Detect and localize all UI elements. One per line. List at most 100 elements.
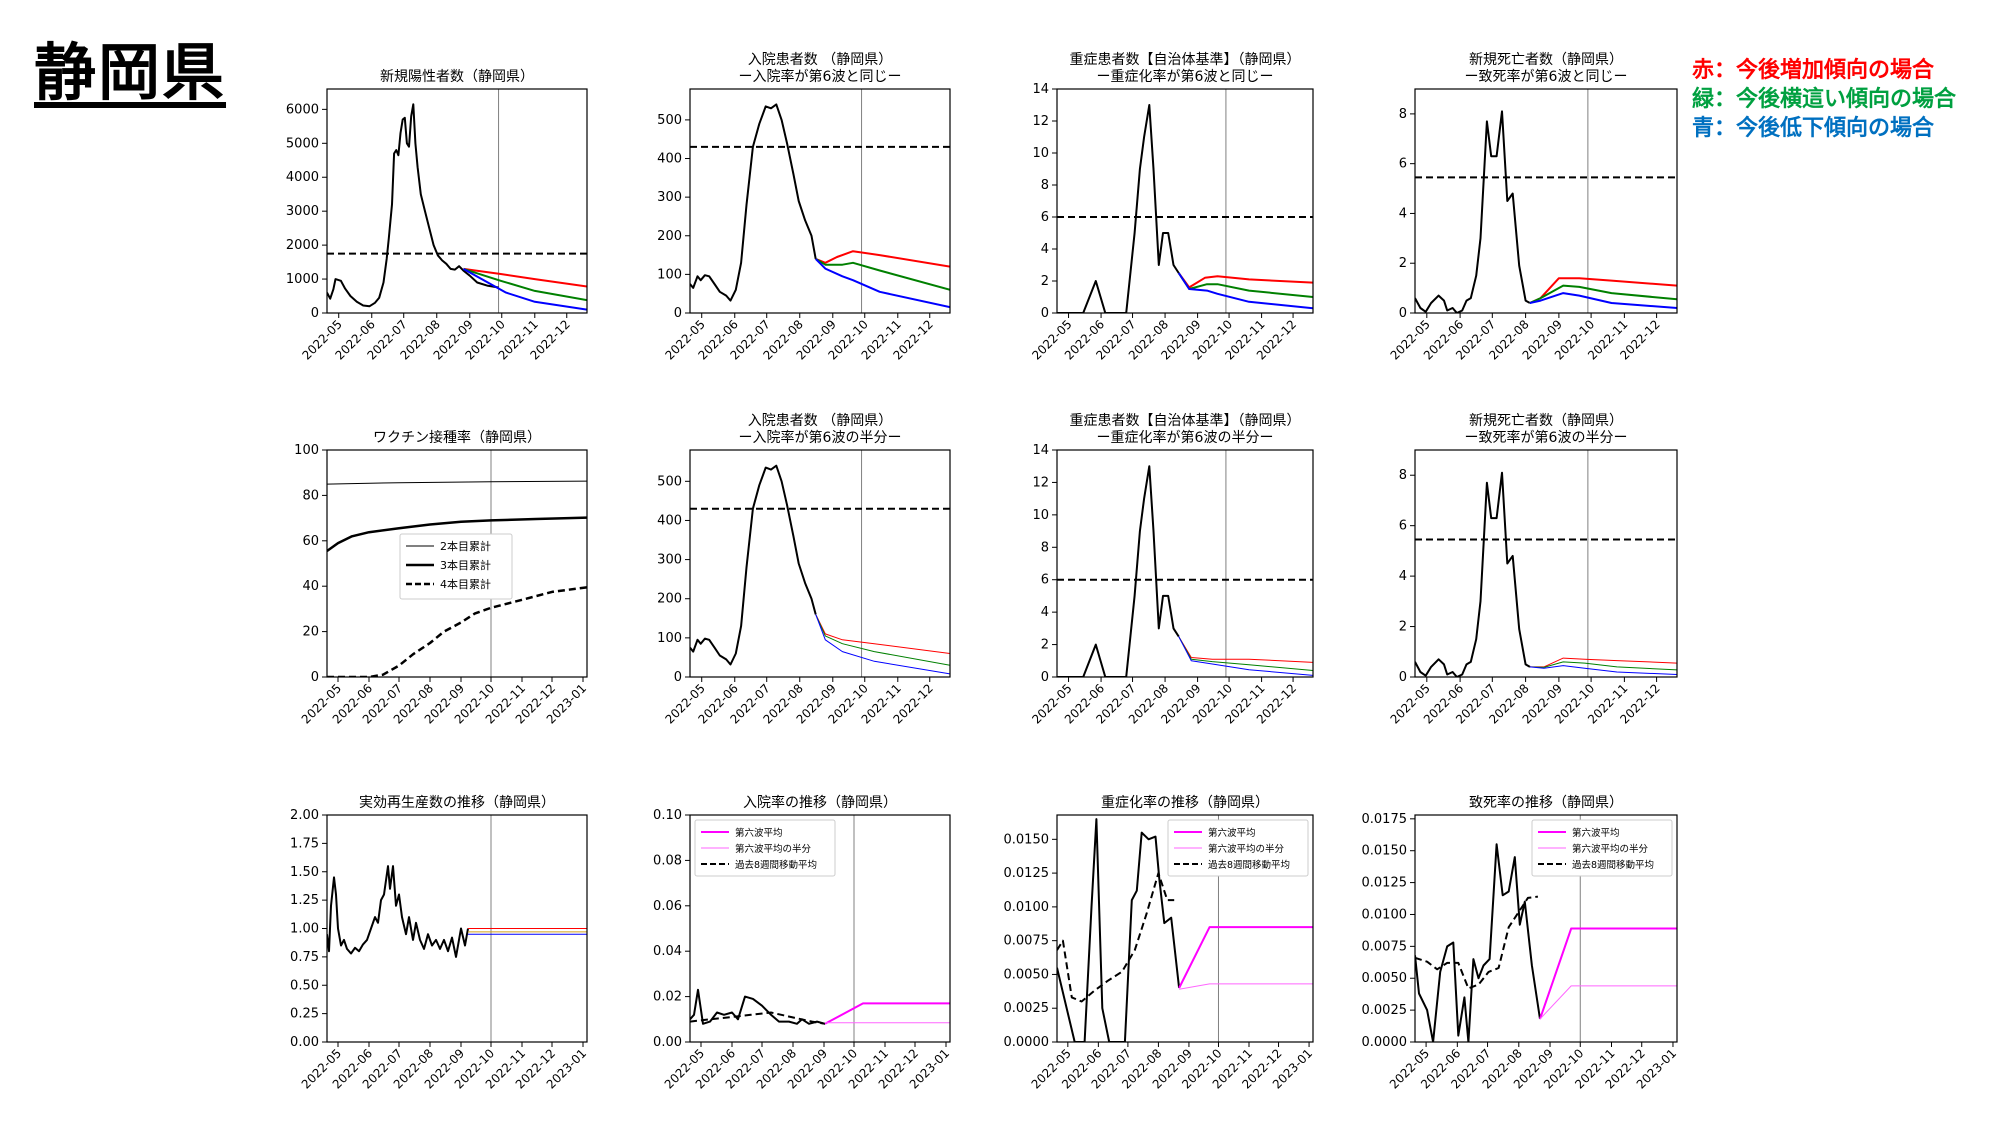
series-line-3	[815, 258, 950, 291]
series-line-3	[1529, 284, 1677, 304]
series-line-4	[814, 258, 950, 309]
chart-2: 入院患者数 （静岡県）ー入院率が第6波と同じー01002003004005002…	[657, 52, 951, 363]
y-tick-label: 14	[1032, 82, 1049, 97]
y-tick-label: 0.0025	[1362, 1003, 1408, 1018]
y-tick-label: 0.25	[290, 1007, 319, 1022]
series-line-1	[1415, 471, 1531, 677]
axes-frame	[689, 449, 951, 678]
scenario-legend-item-green: 緑：今後横這い傾向の場合	[1692, 87, 1957, 112]
axes-frame	[689, 88, 951, 314]
axes-frame	[1414, 88, 1678, 314]
y-tick-label: 0.0150	[1362, 844, 1408, 859]
chart-title: 入院患者数 （静岡県）	[748, 52, 892, 68]
series-line-3	[327, 586, 587, 677]
y-tick-label: 100	[657, 267, 682, 282]
page-title: 静岡県	[34, 36, 227, 109]
legend-label: 4本目累計	[440, 577, 491, 591]
chart-title: 入院率の推移（静岡県）	[743, 794, 897, 811]
chart-4: 新規死亡者数（静岡県）ー致死率が第6波と同じー024682022-052022-…	[1388, 52, 1678, 363]
plot-area	[1415, 450, 1677, 677]
legend-label: 第六波平均	[1572, 827, 1620, 839]
y-tick-label: 80	[302, 488, 319, 503]
y-tick-label: 6	[1399, 519, 1407, 534]
legend-label: 過去8週間移動平均	[1208, 859, 1290, 871]
axes-frame	[1414, 449, 1678, 678]
y-tick-label: 100	[294, 443, 319, 458]
legend-label: 第六波平均	[1208, 827, 1256, 839]
plot-area	[690, 450, 950, 677]
chart-title: 致死率の推移（静岡県）	[1469, 794, 1623, 811]
y-tick-label: 10	[1032, 508, 1049, 523]
series-line-3	[1178, 636, 1313, 671]
axes-frame	[326, 88, 588, 314]
scenario-legend-item-blue: 青：今後低下傾向の場合	[1692, 116, 1935, 141]
series-line-1	[1415, 843, 1541, 1042]
y-tick-label: 200	[657, 229, 682, 244]
y-tick-label: 0.0125	[1362, 876, 1408, 891]
y-tick-label: 1.75	[290, 836, 319, 851]
y-tick-label: 0.0000	[1362, 1035, 1408, 1050]
y-tick-label: 0	[1041, 306, 1049, 321]
chart-title: ー重症化率が第6波と同じー	[1097, 68, 1274, 85]
y-tick-label: 14	[1032, 443, 1049, 458]
legend-label: 第六波平均の半分	[1572, 843, 1649, 855]
series-line-3	[1178, 926, 1313, 989]
y-tick-label: 2	[1399, 256, 1407, 271]
series-line-3	[1539, 927, 1677, 1020]
legend-label: 2本目累計	[440, 539, 491, 553]
chart-3: 重症患者数【自治体基準】（静岡県）ー重症化率が第6波と同じー 0 2 4 6 8 10 12 1…	[1029, 51, 1314, 363]
series-line-2	[1177, 272, 1313, 289]
series-line-4	[1178, 636, 1313, 676]
series-line-2	[1415, 895, 1539, 990]
y-tick-label: 0.08	[653, 853, 682, 868]
y-tick-label: 5000	[286, 136, 319, 151]
plot-area	[690, 815, 950, 1042]
y-tick-label: 0.0125	[1004, 866, 1050, 881]
series-line-4	[1177, 272, 1313, 310]
series-line-2	[690, 1011, 826, 1025]
y-tick-label: 2	[1041, 638, 1049, 653]
y-tick-label: 300	[657, 553, 682, 568]
y-tick-label: 0.10	[653, 808, 682, 823]
y-tick-label: 0.0075	[1004, 934, 1050, 949]
scenario-legend: 赤：今後増加傾向の場合 緑：今後横這い傾向の場合 青：今後低下傾向の場合	[1692, 56, 1956, 143]
series-line-4	[1529, 292, 1677, 309]
y-tick-label: 0.0150	[1004, 832, 1050, 847]
chart-title: 新規陽性者数（静岡県）	[380, 69, 534, 85]
y-tick-label: 12	[1032, 475, 1049, 490]
legend-label: 第六波平均の半分	[1208, 843, 1285, 855]
y-tick-label: 0.02	[653, 990, 682, 1005]
y-tick-label: 400	[657, 513, 682, 528]
series-line-4	[815, 614, 950, 675]
series-line-4	[1529, 665, 1677, 675]
y-tick-label: 8	[1041, 178, 1049, 193]
y-tick-label: 6	[1399, 157, 1407, 172]
scenario-legend-item-red: 赤：今後増加傾向の場合	[1692, 58, 1935, 83]
y-tick-label: 0	[674, 670, 682, 685]
series-line-1	[327, 103, 499, 308]
y-tick-label: 4	[1041, 242, 1049, 257]
series-line-4	[1179, 983, 1313, 990]
chart-10: 入院率の推移（静岡県）0.000.020.040.060.080.102022-…	[653, 794, 952, 1092]
y-tick-label: 3000	[286, 204, 319, 219]
series-line-1	[1057, 818, 1181, 1042]
y-tick-label: 20	[302, 625, 319, 640]
chart-title: 重症患者数【自治体基準】（静岡県）	[1070, 51, 1301, 68]
series-line-4	[462, 268, 587, 311]
y-tick-label: 4	[1399, 206, 1407, 221]
y-tick-label: 1000	[286, 272, 319, 287]
y-tick-label: 0.50	[290, 978, 319, 993]
y-tick-label: 0.0075	[1362, 939, 1408, 954]
y-tick-label: 0	[311, 306, 319, 321]
y-tick-label: 100	[657, 631, 682, 646]
series-line-1	[1057, 465, 1180, 677]
y-tick-label: 0.0050	[1004, 967, 1050, 982]
plot-area	[1415, 89, 1677, 313]
legend-label: 過去8週間移動平均	[1572, 859, 1654, 871]
series-line-3	[824, 1002, 950, 1025]
axes-frame	[1414, 814, 1678, 1043]
legend-box	[694, 819, 836, 877]
